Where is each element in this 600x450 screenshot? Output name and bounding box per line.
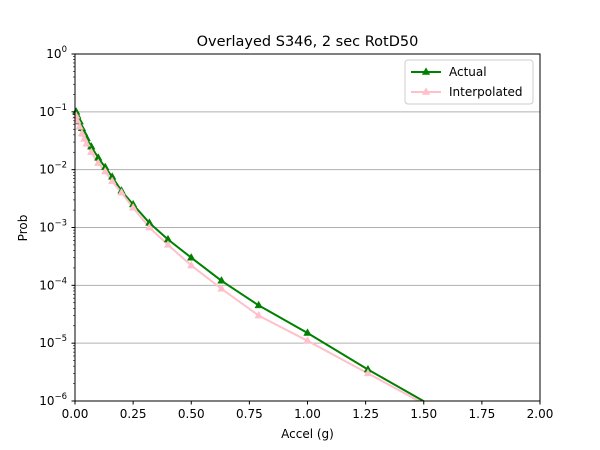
data-point-interpolated [77,128,87,137]
data-point-actual [254,300,263,309]
data-point-interpolated [101,166,110,175]
x-tick-label: 0.25 [120,407,147,421]
legend: Actual Interpolated [404,59,534,105]
data-point-interpolated [87,147,96,156]
y-tick-label: 10−4 [39,276,67,292]
legend-swatch-marker [421,67,431,75]
data-point-interpolated [128,202,138,211]
data-point-interpolated [363,368,373,377]
data-point-actual [303,328,312,336]
x-tick-label: 1.00 [294,407,321,421]
data-point-interpolated [163,240,173,248]
data-point-interpolated [82,139,91,147]
legend-swatch-marker [421,87,431,95]
data-point-interpolated [117,187,126,196]
data-point-interpolated [107,176,117,185]
y-tick-label: 10−6 [39,392,67,408]
x-tick-label: 1.25 [352,407,379,421]
legend-label: Actual [449,65,487,79]
y-axis-label: Prob [16,215,30,242]
y-tick-label: 10−2 [39,161,67,177]
data-point-interpolated [254,310,263,319]
grid [75,111,540,344]
chart-title: Overlayed S346, 2 sec RotD50 [197,34,419,50]
data-point-interpolated [217,284,226,292]
data-point-interpolated [80,134,89,142]
y-tick-label: 10−3 [39,219,67,235]
data-point-interpolated [303,336,312,344]
ticks: 100 10−1 10−2 10−3 10−4 10−5 10−60.00 0.25 0.50 0… [39,45,553,421]
legend-label: Interpolated [449,85,523,99]
x-tick-label: 0.00 [62,407,89,421]
data-point-actual [187,253,196,261]
y-tick-label: 10−1 [39,103,67,119]
x-tick-label: 0.50 [178,407,205,421]
x-tick-label: 1.50 [410,407,437,421]
data-point-interpolated [187,260,196,269]
y-tick-label: 10−5 [39,334,67,350]
x-tick-label: 2.00 [527,407,554,421]
y-tick-label: 100 [46,45,67,61]
data-point-interpolated [145,222,154,231]
data-point-interpolated [75,122,84,130]
data-point-interpolated [94,158,103,166]
x-axis-label: Accel (g) [281,427,334,441]
x-tick-label: 1.75 [469,407,496,421]
marker-layer [71,107,373,377]
data-point-actual [217,276,226,284]
x-tick-label: 0.75 [236,407,263,421]
